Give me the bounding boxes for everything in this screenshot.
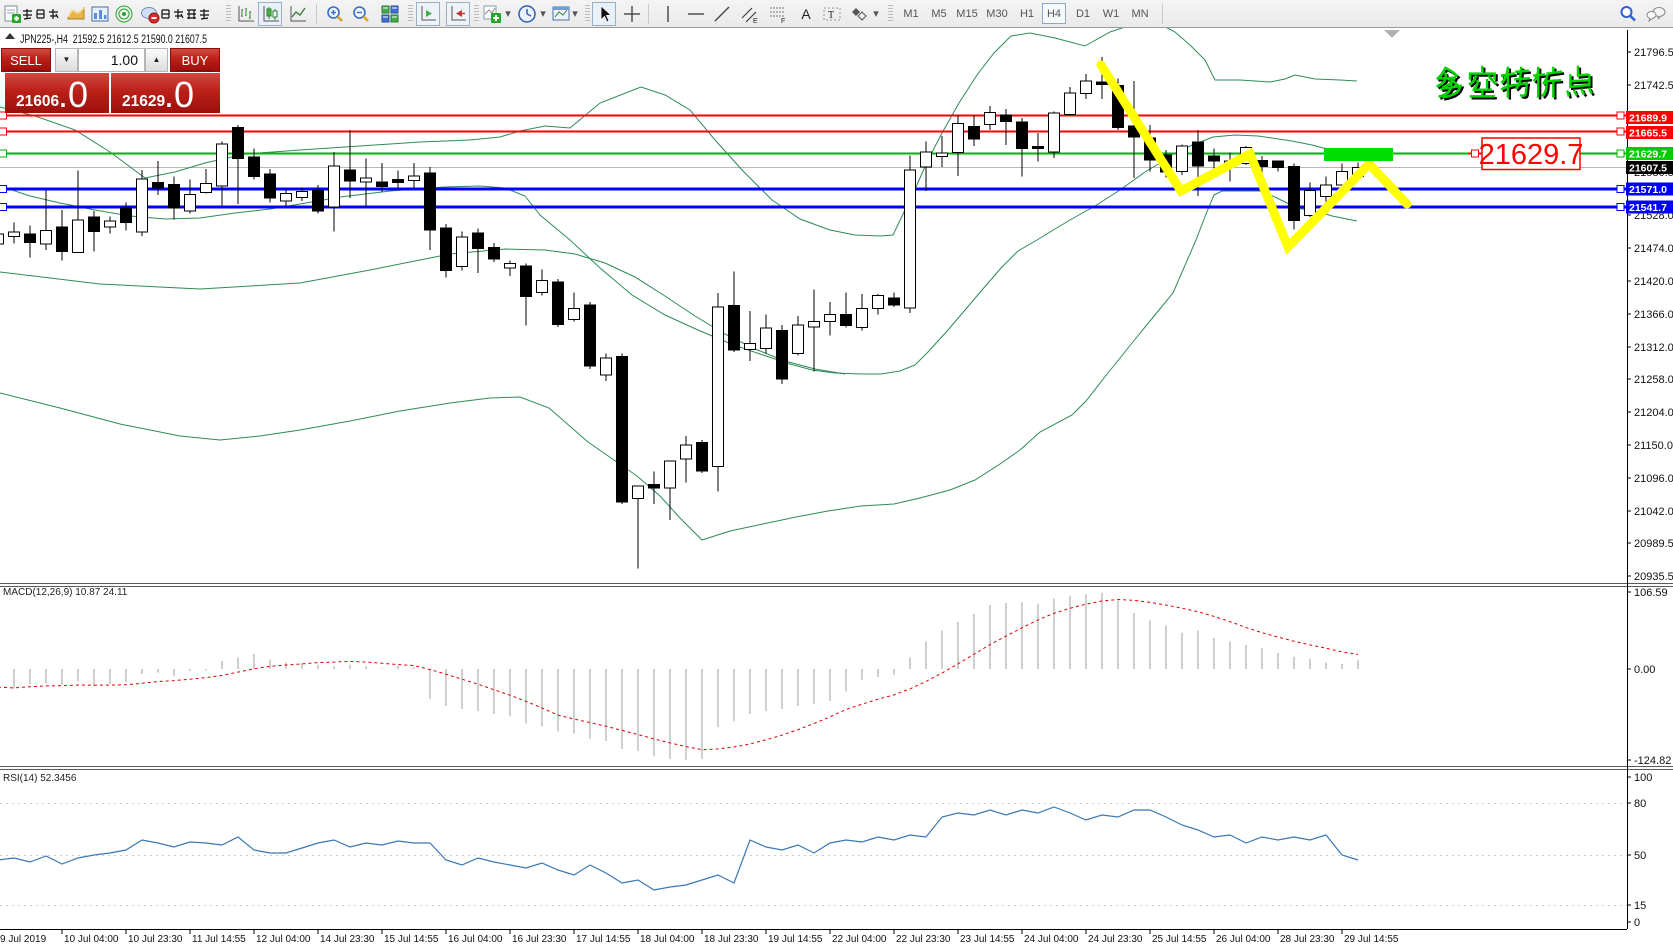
svg-text:23 Jul 14:55: 23 Jul 14:55 xyxy=(960,934,1015,945)
svg-text:21742.5: 21742.5 xyxy=(1634,80,1673,92)
svg-text:16 Jul 04:00: 16 Jul 04:00 xyxy=(448,934,503,945)
svg-text:9 Jul 2019: 9 Jul 2019 xyxy=(0,934,47,945)
svg-text:14 Jul 23:30: 14 Jul 23:30 xyxy=(320,934,375,945)
svg-text:21420.0: 21420.0 xyxy=(1634,276,1673,288)
svg-text:15 Jul 14:55: 15 Jul 14:55 xyxy=(384,934,439,945)
svg-text:E: E xyxy=(753,18,758,24)
svg-text:18 Jul 23:30: 18 Jul 23:30 xyxy=(704,934,759,945)
svg-text:12 Jul 04:00: 12 Jul 04:00 xyxy=(256,934,311,945)
svg-text:21042.0: 21042.0 xyxy=(1634,506,1673,518)
svg-text:19 Jul 14:55: 19 Jul 14:55 xyxy=(768,934,823,945)
svg-text:20935.5: 20935.5 xyxy=(1634,571,1673,583)
svg-text:25 Jul 14:55: 25 Jul 14:55 xyxy=(1152,934,1207,945)
svg-text:20989.5: 20989.5 xyxy=(1634,538,1673,550)
svg-text:21665.5: 21665.5 xyxy=(1629,128,1667,140)
svg-text:18 Jul 04:00: 18 Jul 04:00 xyxy=(640,934,695,945)
svg-text:21607.5: 21607.5 xyxy=(1629,163,1667,175)
svg-text:26 Jul 04:00: 26 Jul 04:00 xyxy=(1216,934,1271,945)
svg-text:24 Jul 23:30: 24 Jul 23:30 xyxy=(1088,934,1143,945)
svg-text:-124.82: -124.82 xyxy=(1634,755,1671,767)
svg-text:21096.0: 21096.0 xyxy=(1634,473,1673,485)
svg-text:11 Jul 14:55: 11 Jul 14:55 xyxy=(192,934,246,945)
svg-text:21571.0: 21571.0 xyxy=(1629,184,1667,196)
svg-text:10 Jul 23:30: 10 Jul 23:30 xyxy=(128,934,183,945)
svg-text:24 Jul 04:00: 24 Jul 04:00 xyxy=(1024,934,1079,945)
svg-text:29 Jul 14:55: 29 Jul 14:55 xyxy=(1344,934,1399,945)
svg-text:21204.0: 21204.0 xyxy=(1634,407,1673,419)
svg-text:21629.7: 21629.7 xyxy=(1629,149,1667,161)
svg-text:106.59: 106.59 xyxy=(1634,587,1668,599)
svg-text:JPN225-,H4 21592.5 21612.5 21: JPN225-,H4 21592.5 21612.5 21590.0 21607… xyxy=(20,34,207,46)
svg-text:21312.0: 21312.0 xyxy=(1634,342,1673,354)
svg-text:17 Jul 14:55: 17 Jul 14:55 xyxy=(576,934,631,945)
svg-text:21366.0: 21366.0 xyxy=(1634,309,1673,321)
svg-text:21689.9: 21689.9 xyxy=(1629,113,1667,125)
svg-text:50: 50 xyxy=(1634,850,1646,862)
svg-text:21796.5: 21796.5 xyxy=(1634,47,1673,59)
svg-text:16 Jul 23:30: 16 Jul 23:30 xyxy=(512,934,567,945)
svg-text:21474.0: 21474.0 xyxy=(1634,243,1673,255)
svg-text:0.00: 0.00 xyxy=(1634,664,1655,676)
svg-text:21541.7: 21541.7 xyxy=(1629,202,1667,214)
svg-text:10 Jul 04:00: 10 Jul 04:00 xyxy=(64,934,119,945)
svg-text:21150.0: 21150.0 xyxy=(1634,440,1673,452)
svg-text:MACD(12,26,9) 10.87 24.11: MACD(12,26,9) 10.87 24.11 xyxy=(3,587,128,598)
svg-text:22 Jul 04:00: 22 Jul 04:00 xyxy=(832,934,887,945)
svg-text:T: T xyxy=(828,10,834,21)
svg-text:F: F xyxy=(781,18,785,24)
svg-text:RSI(14) 52.3456: RSI(14) 52.3456 xyxy=(3,773,77,784)
svg-text:21258.0: 21258.0 xyxy=(1634,374,1673,386)
svg-text:21629.7: 21629.7 xyxy=(1479,139,1584,171)
svg-text:22 Jul 23:30: 22 Jul 23:30 xyxy=(896,934,951,945)
svg-text:100: 100 xyxy=(1634,772,1652,784)
svg-text:28 Jul 23:30: 28 Jul 23:30 xyxy=(1280,934,1335,945)
svg-text:15: 15 xyxy=(1634,900,1646,912)
svg-text:0: 0 xyxy=(1634,917,1640,929)
svg-text:80: 80 xyxy=(1634,798,1646,810)
